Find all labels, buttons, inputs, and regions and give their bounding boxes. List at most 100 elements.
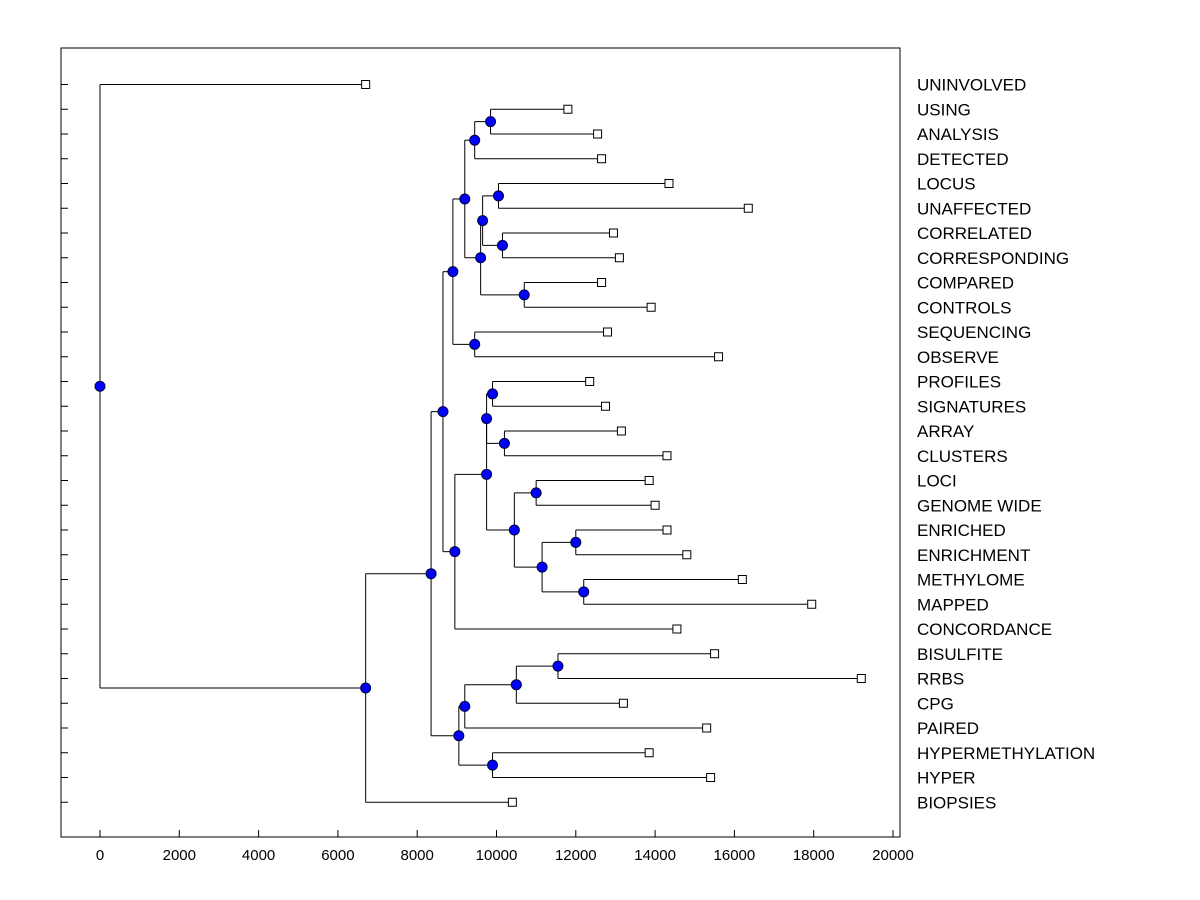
leaf-marker-unaffected: [743, 203, 753, 213]
leaf-marker-hypermethylation: [644, 748, 654, 758]
leaf-labels: UNINVOLVED USING ANALYSIS DETECTED LOCUS UNAF…: [917, 76, 1095, 813]
merge-node-n1: [485, 116, 497, 128]
leaf-label-enriched: ENRICHED: [917, 521, 1006, 540]
x-tick-label-14000: 14000: [634, 847, 676, 864]
leaf-label-hyper: HYPER: [917, 769, 976, 788]
leaf-marker-clusters: [662, 451, 672, 461]
leaf-label-rrbs: RRBS: [917, 670, 964, 689]
merge-node-n16: [578, 586, 590, 598]
leaf-marker-corresponding: [614, 253, 624, 263]
merge-node-n11: [487, 388, 499, 400]
leaf-label-signatures: SIGNATURES: [917, 397, 1026, 416]
leaf-label-using: USING: [917, 100, 971, 119]
merge-node-n26: [453, 730, 465, 742]
merge-node-n14: [530, 487, 542, 499]
merge-node-n21: [437, 406, 449, 418]
leaf-marker-genome-wide: [650, 500, 660, 510]
leaf-label-biopsies: BIOPSIES: [917, 793, 996, 812]
leaf-marker-hyper: [706, 773, 716, 782]
merge-node-n4: [496, 239, 508, 251]
merge-node-n15: [570, 536, 582, 548]
leaf-marker-paired: [702, 723, 712, 733]
leaf-markers: [361, 80, 866, 807]
merge-node-n13: [481, 413, 493, 425]
merge-node-n28: [360, 682, 372, 694]
x-tick-label-10000: 10000: [476, 847, 518, 864]
x-tick-label-4000: 4000: [242, 847, 275, 864]
leaf-marker-detected: [597, 154, 607, 164]
merge-node-n25: [487, 759, 499, 771]
leaf-marker-analysis: [593, 129, 603, 139]
leaf-marker-profiles: [585, 377, 595, 386]
leaf-label-compared: COMPARED: [917, 274, 1014, 293]
leaf-label-uninvolved: UNINVOLVED: [917, 76, 1026, 95]
merge-node-n2: [469, 134, 481, 146]
merge-node-n17: [536, 561, 548, 573]
leaf-label-paired: PAIRED: [917, 719, 979, 738]
leaf-label-loci: LOCI: [917, 472, 957, 491]
leaf-label-observe: OBSERVE: [917, 348, 999, 367]
x-tick-label-8000: 8000: [401, 847, 434, 864]
x-tick-label-18000: 18000: [793, 847, 835, 864]
merge-node-n3: [492, 190, 504, 202]
x-tick-label-20000: 20000: [872, 847, 914, 864]
leaf-label-analysis: ANALYSIS: [917, 125, 999, 144]
merge-node-n20: [449, 546, 461, 558]
merge-node-n12: [498, 437, 510, 449]
leaf-marker-concordance: [672, 624, 682, 634]
merge-node-n24: [459, 700, 471, 712]
leaf-label-methylome: METHYLOME: [917, 571, 1025, 590]
merge-node-n5: [477, 215, 489, 227]
merge-node-n9: [469, 338, 481, 350]
merge-node-n27: [425, 568, 437, 580]
x-axis: 0 2000 4000 6000 8000 10000 12000 14000 16000 180…: [96, 830, 914, 864]
leaf-label-cpg: CPG: [917, 694, 954, 713]
merge-node-n18: [508, 524, 520, 536]
leaf-marker-rrbs: [856, 674, 866, 683]
leaf-marker-uninvolved: [361, 80, 371, 89]
leaf-marker-compared: [597, 278, 607, 287]
leaf-marker-controls: [646, 302, 656, 312]
x-tick-label-16000: 16000: [714, 847, 756, 864]
x-tick-label-6000: 6000: [321, 847, 354, 864]
x-tick-label-0: 0: [96, 847, 104, 864]
merge-node-n10: [447, 266, 459, 278]
leaf-label-unaffected: UNAFFECTED: [917, 199, 1031, 218]
merge-node-n6: [518, 289, 530, 301]
leaf-label-array: ARRAY: [917, 422, 974, 441]
leaf-label-profiles: PROFILES: [917, 373, 1001, 392]
leaf-marker-methylome: [737, 575, 747, 584]
leaf-marker-biopsies: [507, 797, 517, 807]
dendrogram-edges: [99, 84, 862, 803]
leaf-marker-signatures: [601, 401, 611, 411]
left-axis-ticks: [61, 84, 68, 803]
leaf-label-controls: CONTROLS: [917, 298, 1011, 317]
leaf-marker-enrichment: [682, 550, 692, 560]
leaf-label-locus: LOCUS: [917, 175, 976, 194]
leaf-marker-observe: [714, 352, 724, 362]
merge-node-markers: [94, 116, 590, 771]
leaf-label-enrichment: ENRICHMENT: [917, 546, 1030, 565]
leaf-label-genome-wide: GENOME WIDE: [917, 496, 1042, 515]
leaf-label-correlated: CORRELATED: [917, 224, 1032, 243]
leaf-label-mapped: MAPPED: [917, 595, 989, 614]
x-tick-label-2000: 2000: [163, 847, 196, 864]
leaf-label-detected: DETECTED: [917, 150, 1009, 169]
leaf-marker-sequencing: [603, 327, 613, 337]
leaf-marker-correlated: [608, 228, 618, 238]
leaf-marker-enriched: [662, 525, 672, 535]
leaf-label-bisulfite: BISULFITE: [917, 645, 1003, 664]
merge-node-n8: [459, 193, 471, 205]
merge-node-n7: [475, 252, 487, 264]
merge-node-n23: [510, 679, 522, 691]
leaf-marker-bisulfite: [710, 649, 720, 659]
leaf-label-sequencing: SEQUENCING: [917, 323, 1031, 342]
leaf-marker-using: [563, 104, 573, 114]
merge-node-n22: [552, 660, 564, 672]
plot-frame: [60, 47, 901, 838]
leaf-marker-array: [616, 426, 626, 436]
leaf-marker-loci: [644, 476, 654, 485]
leaf-label-hypermethylation: HYPERMETHYLATION: [917, 744, 1095, 763]
x-tick-label-12000: 12000: [555, 847, 597, 864]
